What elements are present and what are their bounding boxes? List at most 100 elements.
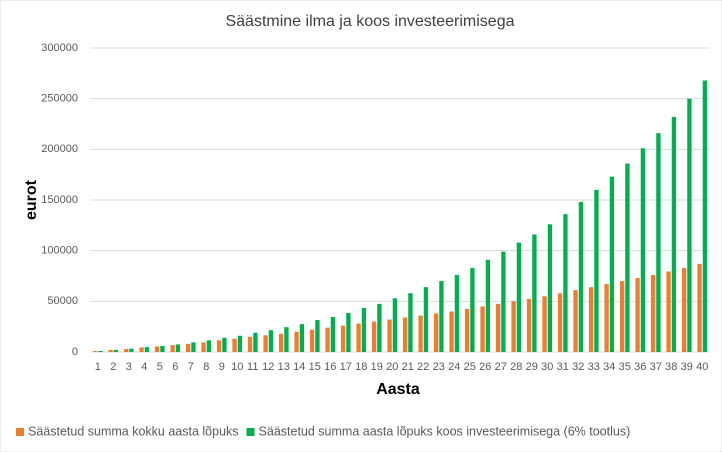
bar: [346, 312, 351, 352]
bar: [619, 281, 625, 352]
x-tick-label: 31: [557, 361, 569, 373]
y-tick-label: 300000: [41, 42, 78, 54]
x-axis-label: Aasta: [376, 381, 420, 398]
bar: [160, 345, 165, 352]
x-tick-label: 25: [464, 361, 476, 373]
x-tick-label: 30: [541, 361, 553, 373]
bar: [609, 176, 615, 352]
bar: [216, 340, 222, 352]
bar: [542, 296, 547, 352]
bar: [92, 350, 98, 352]
x-tick-label: 28: [510, 361, 522, 373]
x-tick-label: 39: [681, 361, 693, 373]
bar: [98, 350, 103, 352]
x-tick-label: 22: [417, 361, 429, 373]
x-tick-label: 38: [665, 361, 677, 373]
x-tick-label: 29: [526, 361, 538, 373]
x-tick-label: 33: [588, 361, 600, 373]
x-tick-label: 36: [634, 361, 646, 373]
bar: [263, 335, 268, 352]
y-tick-label: 150000: [41, 194, 78, 206]
bar: [222, 337, 227, 352]
bar: [449, 311, 454, 352]
y-axis-label: eurot: [23, 179, 40, 220]
bar: [702, 80, 708, 352]
bar: [547, 224, 553, 352]
x-tick-label: 4: [141, 361, 147, 373]
bar: [361, 307, 367, 352]
bar: [511, 301, 516, 352]
x-tick-label: 24: [448, 361, 460, 373]
bar: [123, 348, 129, 352]
x-tick-label: 20: [386, 361, 398, 373]
bar: [423, 287, 429, 352]
legend-swatch: [246, 428, 255, 436]
bar: [170, 345, 175, 352]
bar: [325, 327, 330, 352]
y-tick-label: 250000: [41, 93, 78, 105]
legend-swatch: [16, 428, 24, 436]
bar: [697, 263, 702, 352]
x-tick-label: 12: [262, 361, 274, 373]
bar: [232, 338, 237, 352]
bar: [237, 335, 243, 352]
x-tick-label: 7: [188, 361, 194, 373]
x-tick-label: 5: [157, 361, 163, 373]
bar: [191, 342, 196, 352]
y-tick-label: 50000: [47, 295, 78, 307]
bar: [650, 274, 656, 352]
x-tick-label: 14: [293, 361, 305, 373]
bar: [268, 330, 274, 352]
bar: [439, 281, 444, 352]
x-tick-label: 15: [309, 361, 321, 373]
bar: [604, 284, 609, 352]
bar: [526, 298, 532, 352]
bar: [247, 336, 253, 352]
bar: [470, 267, 475, 352]
x-tick-label: 10: [231, 361, 243, 373]
bar: [278, 333, 284, 352]
bar: [139, 347, 144, 352]
bar: [594, 189, 599, 352]
bar: [315, 320, 320, 352]
bar: [253, 332, 258, 352]
x-tick-label: 3: [126, 361, 132, 373]
x-tick-label: 32: [572, 361, 584, 373]
bar: [356, 323, 361, 352]
bar: [681, 267, 687, 352]
chart-title: Säästmine ilma ja koos investeerimisega: [225, 13, 514, 30]
bar: [532, 234, 537, 352]
x-tick-label: 23: [433, 361, 445, 373]
bar: [144, 347, 150, 352]
bar: [309, 329, 315, 352]
bar: [485, 259, 491, 352]
bar: [454, 274, 460, 352]
x-tick-label: 18: [355, 361, 367, 373]
bar: [671, 116, 677, 352]
bar: [108, 349, 113, 352]
bar: [113, 349, 119, 352]
bar: [175, 344, 181, 352]
bar: [402, 317, 408, 352]
x-tick-label: 35: [619, 361, 631, 373]
x-tick-label: 26: [479, 361, 491, 373]
x-tick-label: 37: [650, 361, 662, 373]
x-tick-label: 13: [278, 361, 290, 373]
bar: [687, 98, 692, 353]
bar: [129, 348, 134, 352]
y-tick-label: 0: [72, 346, 78, 358]
bar: [588, 287, 594, 352]
x-tick-label: 19: [371, 361, 383, 373]
x-tick-label: 17: [340, 361, 352, 373]
x-tick-label: 11: [247, 361, 258, 373]
x-tick-label: 21: [402, 361, 414, 373]
bar: [299, 324, 305, 352]
x-tick-label: 27: [495, 361, 507, 373]
bar: [656, 133, 661, 352]
legend-label: Säästetud summa kokku aasta lõpuks: [28, 424, 239, 438]
x-tick-label: 1: [95, 361, 101, 373]
bar: [625, 163, 630, 352]
bar: [185, 343, 191, 352]
